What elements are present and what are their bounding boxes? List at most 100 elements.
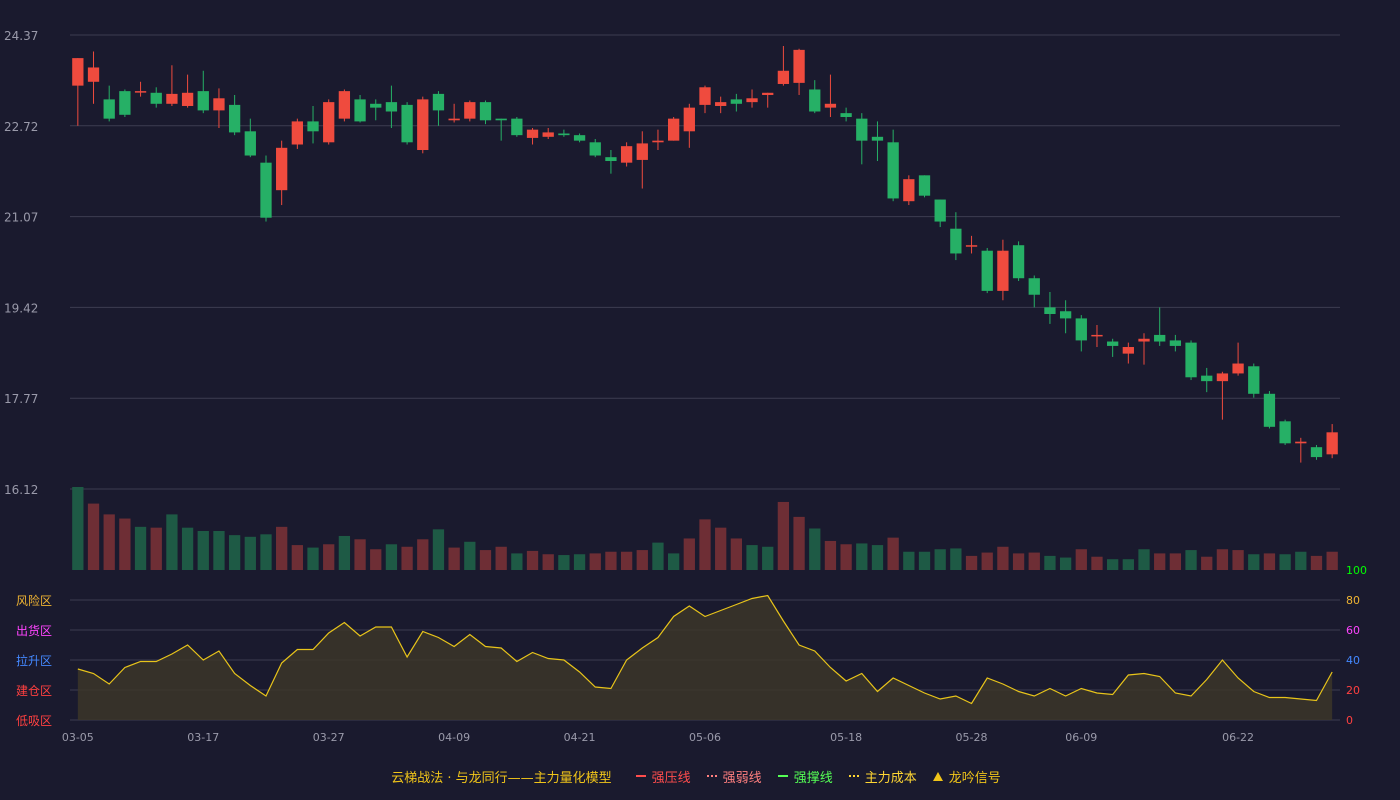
- volume-bar: [965, 555, 978, 570]
- date-tick-label: 05-28: [956, 731, 988, 744]
- candle-body: [1201, 375, 1213, 382]
- candle-body: [1169, 340, 1182, 346]
- date-tick-label: 03-05: [62, 731, 94, 744]
- legend-item-main-cost[interactable]: 主力成本: [848, 767, 917, 786]
- candle-body: [1028, 278, 1040, 295]
- oscillator-tick-label: 0: [1346, 714, 1353, 727]
- volume-bar: [401, 546, 413, 570]
- candle-body: [1248, 366, 1260, 394]
- zone-label: 风险区: [16, 593, 52, 608]
- zone-label: 拉升区: [16, 653, 52, 668]
- volume-bar: [1326, 551, 1338, 570]
- candle-body: [981, 250, 993, 291]
- volume-bar: [354, 539, 366, 570]
- volume-bar: [1279, 554, 1291, 570]
- volume-bar: [605, 551, 617, 570]
- candle-body: [1154, 334, 1166, 342]
- volume-bar: [981, 552, 993, 570]
- volume-bar: [777, 501, 790, 570]
- candle-body: [777, 70, 790, 84]
- volume-bar: [699, 519, 711, 570]
- candle-body: [1310, 447, 1323, 458]
- candle-body: [699, 87, 711, 105]
- legend-item-strong-support[interactable]: 强撑线: [777, 767, 833, 786]
- candle-body: [1138, 338, 1150, 342]
- volume-bar: [197, 530, 209, 570]
- volume-bar: [667, 553, 680, 570]
- candle-body: [150, 92, 162, 104]
- legend-item-dragon-signal[interactable]: 龙吟信号: [932, 767, 1001, 786]
- volume-bar: [1138, 549, 1150, 570]
- candle-body: [338, 91, 351, 119]
- volume-bar: [260, 534, 272, 570]
- price-tick-label: 16.12: [4, 483, 38, 497]
- candle-body: [464, 102, 476, 119]
- volume-bar: [683, 538, 695, 570]
- candle-body: [997, 250, 1009, 291]
- date-tick-label: 06-09: [1065, 731, 1097, 744]
- candle-body: [323, 102, 335, 143]
- candle-body: [370, 103, 382, 108]
- volume-bar: [636, 550, 648, 570]
- volume-bar: [385, 544, 398, 570]
- volume-bar: [1122, 559, 1134, 570]
- oscillator-line: [77, 594, 1333, 705]
- legend-item-strength-weakness[interactable]: 强弱线: [706, 767, 762, 786]
- volume-bar: [526, 550, 539, 570]
- volume-bar: [1107, 559, 1119, 570]
- candle-body: [417, 99, 429, 151]
- volume-bar: [1263, 553, 1276, 570]
- volume-bar: [1185, 550, 1197, 570]
- volume-bar: [479, 550, 492, 570]
- chart-legend: 云梯战法 · 与龙同行——主力量化模型 强压线 强弱线 强撑线 主力成本 龙吟信…: [0, 766, 1400, 786]
- candle-body: [72, 58, 84, 86]
- volume-bar: [558, 555, 570, 570]
- candle-body: [558, 133, 570, 136]
- volume-bar: [997, 546, 1009, 570]
- volume-bar: [856, 543, 868, 570]
- candle-body: [1185, 342, 1197, 378]
- candle-body: [291, 121, 303, 145]
- volume-bar: [1044, 555, 1056, 570]
- candle-body: [1044, 307, 1056, 315]
- volume-bar: [1075, 549, 1087, 570]
- oscillator-tick-label: 60: [1346, 624, 1360, 637]
- volume-bar: [291, 545, 303, 570]
- volume-bar: [903, 551, 915, 570]
- volume-bar: [1201, 556, 1213, 570]
- volume-bar: [542, 554, 554, 570]
- volume-bar: [824, 540, 837, 570]
- volume-bar: [244, 536, 256, 570]
- oscillator-tick-label: 20: [1346, 684, 1360, 697]
- volume-bar: [918, 551, 931, 570]
- volume-bar: [871, 545, 884, 570]
- oscillator-area: [77, 595, 1333, 720]
- candlestick-chart: 24.37 22.72 21.07 19.42 17.77 16.12 100 80 60 40 2…: [4, 29, 1367, 744]
- candle-body: [166, 93, 178, 104]
- candle-body: [542, 132, 554, 137]
- candle-body: [181, 92, 194, 106]
- volume-bar: [307, 547, 319, 570]
- candle-body: [1216, 373, 1229, 382]
- price-tick-label: 19.42: [4, 301, 38, 315]
- candle-body: [934, 199, 946, 222]
- candle-body: [1295, 441, 1307, 444]
- candle-body: [667, 118, 680, 141]
- volume-bar: [715, 527, 727, 570]
- candle-body: [793, 49, 805, 83]
- candle-body: [1232, 363, 1244, 374]
- candle-body: [1279, 421, 1291, 444]
- volume-bar: [432, 529, 445, 570]
- volume-bar: [589, 553, 601, 570]
- legend-item-strong-pressure[interactable]: 强压线: [635, 767, 691, 786]
- volume-bar: [417, 539, 429, 570]
- volume-bar: [934, 549, 946, 570]
- date-tick-label: 03-27: [313, 731, 345, 744]
- price-tick-label: 22.72: [4, 120, 38, 134]
- triangle-icon: [932, 771, 943, 781]
- candle-body: [746, 98, 758, 103]
- volume-bar: [746, 545, 758, 570]
- volume-bar: [730, 538, 743, 570]
- candle-body: [511, 118, 523, 136]
- volume-bar: [793, 516, 805, 570]
